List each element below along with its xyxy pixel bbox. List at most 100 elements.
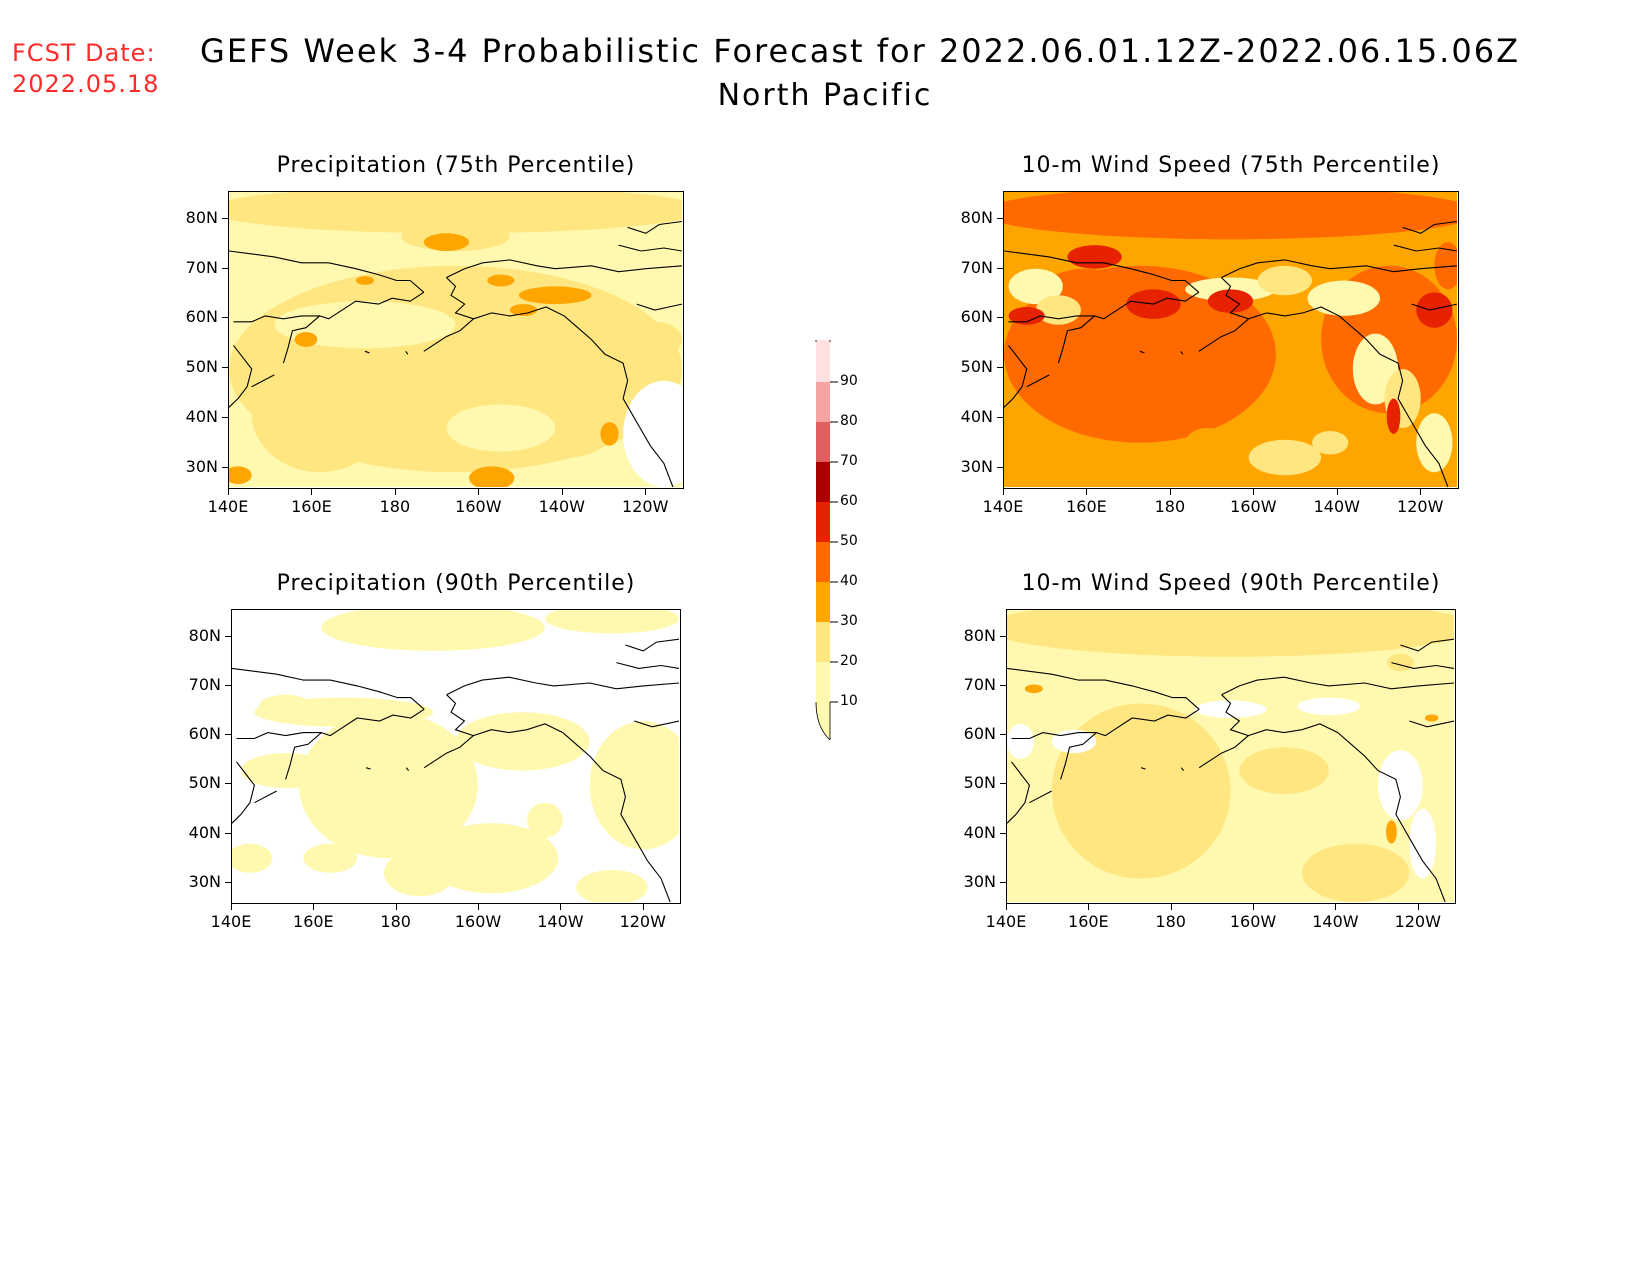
coastline-segment [251, 374, 275, 388]
y-tick-label: 30N [185, 456, 218, 476]
coastline-segment [233, 315, 320, 323]
coastline-segment [364, 350, 370, 354]
field-contour-region [1024, 684, 1043, 694]
field-contour-region [1386, 398, 1401, 434]
coastline-segment [446, 277, 474, 320]
x-tick-label: 140W [538, 497, 585, 516]
field-contour-region [423, 233, 470, 251]
x-tick-mark [1335, 904, 1337, 910]
coastline-segment [1402, 220, 1457, 234]
y-tick-label: 60N [960, 307, 993, 327]
y-tick-label: 50N [188, 773, 221, 793]
y-tick-label: 30N [188, 871, 221, 891]
y-tick-mark [997, 466, 1003, 468]
coastline-segment [446, 676, 679, 696]
field-contour-region [1007, 723, 1034, 759]
colorbar-segment [816, 662, 830, 702]
map-wind90 [1006, 609, 1456, 904]
field-contour-region [1035, 295, 1082, 325]
coastline-segment [1180, 767, 1185, 771]
field-contour-region [600, 422, 619, 446]
x-tick-mark [560, 904, 562, 910]
y-tick-mark [222, 317, 228, 319]
colorbar-segment [816, 382, 830, 422]
y-tick-mark [225, 783, 231, 785]
colorbar-label: 90 [840, 373, 858, 389]
field-contour-region [229, 466, 252, 485]
y-tick-mark [222, 416, 228, 418]
field-contour-region [355, 276, 374, 285]
x-tick-mark [311, 489, 313, 495]
field-contour-region [455, 712, 590, 771]
field-contour-region [1307, 280, 1380, 316]
fcst-date-block: FCST Date: 2022.05.18 [12, 38, 159, 100]
colorbar-label: 20 [840, 653, 858, 669]
x-tick-label: 120W [1397, 497, 1444, 516]
field-contour-region [1416, 413, 1453, 473]
coastline-segment [1060, 708, 1200, 780]
y-tick-mark [997, 317, 1003, 319]
coastline-segment [405, 767, 410, 771]
field-contour-region [1185, 277, 1276, 302]
x-tick-label: 180 [1154, 497, 1186, 516]
field-contour-region [1185, 428, 1231, 458]
coastline-segment [446, 694, 474, 737]
panel-title: Precipitation (75th Percentile) [276, 153, 636, 178]
colorbar-label: 70 [840, 453, 858, 469]
panel-title: 10-m Wind Speed (75th Percentile) [1021, 153, 1441, 178]
y-tick-label: 60N [963, 724, 996, 744]
coastline-segment [1057, 291, 1200, 364]
colorbar-top-cap [815, 301, 831, 343]
colorbar-segment [816, 622, 830, 662]
coastline-segment [236, 732, 322, 740]
x-tick-label: 160E [1066, 497, 1107, 516]
colorbar-segment [816, 342, 830, 382]
x-tick-label: 160W [455, 497, 502, 516]
x-tick-mark [1170, 904, 1172, 910]
y-tick-mark [1000, 734, 1006, 736]
x-tick-label: 160W [1230, 497, 1277, 516]
y-tick-mark [1000, 783, 1006, 785]
y-tick-mark [222, 466, 228, 468]
colorbar-label: 40 [840, 573, 858, 589]
field-contour-region [1248, 439, 1322, 476]
y-tick-label: 50N [960, 357, 993, 377]
region-subtitle: North Pacific [717, 78, 933, 113]
field-contour-region [509, 304, 538, 316]
coastline-segment [634, 720, 679, 728]
x-tick-mark [1253, 904, 1255, 910]
x-tick-label: 180 [380, 912, 411, 931]
field-contour-region [1297, 697, 1361, 716]
x-tick-label: 180 [1155, 912, 1186, 931]
coastline-segment [423, 735, 474, 769]
y-tick-mark [225, 684, 231, 686]
x-tick-label: 120W [619, 912, 666, 931]
coastline-segment [1008, 315, 1095, 323]
coastline-segment [1007, 761, 1030, 824]
field-contour-region [232, 843, 273, 873]
colorbar-label: 60 [840, 493, 858, 509]
coastline-segment [232, 667, 425, 710]
y-tick-mark [1000, 881, 1006, 883]
y-tick-mark [225, 881, 231, 883]
x-tick-mark [1417, 904, 1419, 910]
main-title: GEFS Week 3-4 Probabilistic Forecast for… [200, 32, 1520, 70]
map-wind75 [1003, 191, 1459, 489]
map-field-precip90 [232, 610, 679, 902]
coastline-segment [229, 345, 253, 408]
coastline-segment [625, 638, 679, 652]
coastline-segment [1029, 790, 1052, 804]
x-tick-label: 120W [622, 497, 669, 516]
coastline-segment [1004, 345, 1028, 408]
coastline-segment [285, 708, 425, 780]
field-contour-region [1004, 192, 1457, 240]
coastline-segment [1409, 720, 1454, 728]
coastline-segment [1221, 676, 1454, 696]
y-tick-label: 40N [188, 822, 221, 842]
x-tick-label: 140W [537, 912, 584, 931]
y-tick-label: 80N [960, 207, 993, 227]
colorbar-bottom-cap [815, 701, 831, 741]
y-tick-label: 70N [963, 674, 996, 694]
coastline-segment [1221, 259, 1457, 278]
x-tick-label: 160E [291, 497, 332, 516]
